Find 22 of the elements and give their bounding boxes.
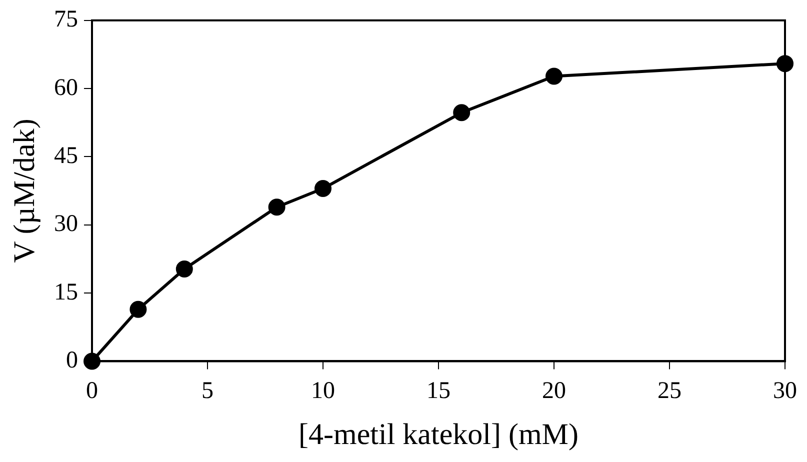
point bbox=[268, 198, 286, 216]
point bbox=[453, 104, 470, 122]
y-tick-label: 0 bbox=[66, 347, 78, 374]
point bbox=[84, 352, 100, 370]
x-tick-label: 15 bbox=[426, 378, 450, 404]
x-tick-label: 30 bbox=[773, 378, 797, 404]
point bbox=[176, 260, 193, 278]
y-tick-label: 60 bbox=[54, 74, 78, 101]
y-axis-title: V (µM/dak) bbox=[8, 118, 41, 263]
point bbox=[546, 68, 562, 85]
x-tick-label: 5 bbox=[202, 378, 214, 404]
point bbox=[130, 300, 147, 318]
x-tick-label: 0 bbox=[86, 378, 98, 404]
x-tick-label: 25 bbox=[658, 378, 682, 404]
x-tick-label: 10 bbox=[311, 378, 335, 404]
y-tick-label: 45 bbox=[54, 143, 78, 170]
y-tick-label: 30 bbox=[54, 211, 78, 238]
x-tick-label: 20 bbox=[542, 378, 566, 404]
point bbox=[314, 180, 332, 198]
x-axis-title: [4-metil katekol] (mM) bbox=[298, 418, 578, 451]
y-tick-label: 75 bbox=[54, 6, 78, 33]
y-tick-label: 15 bbox=[54, 279, 78, 306]
